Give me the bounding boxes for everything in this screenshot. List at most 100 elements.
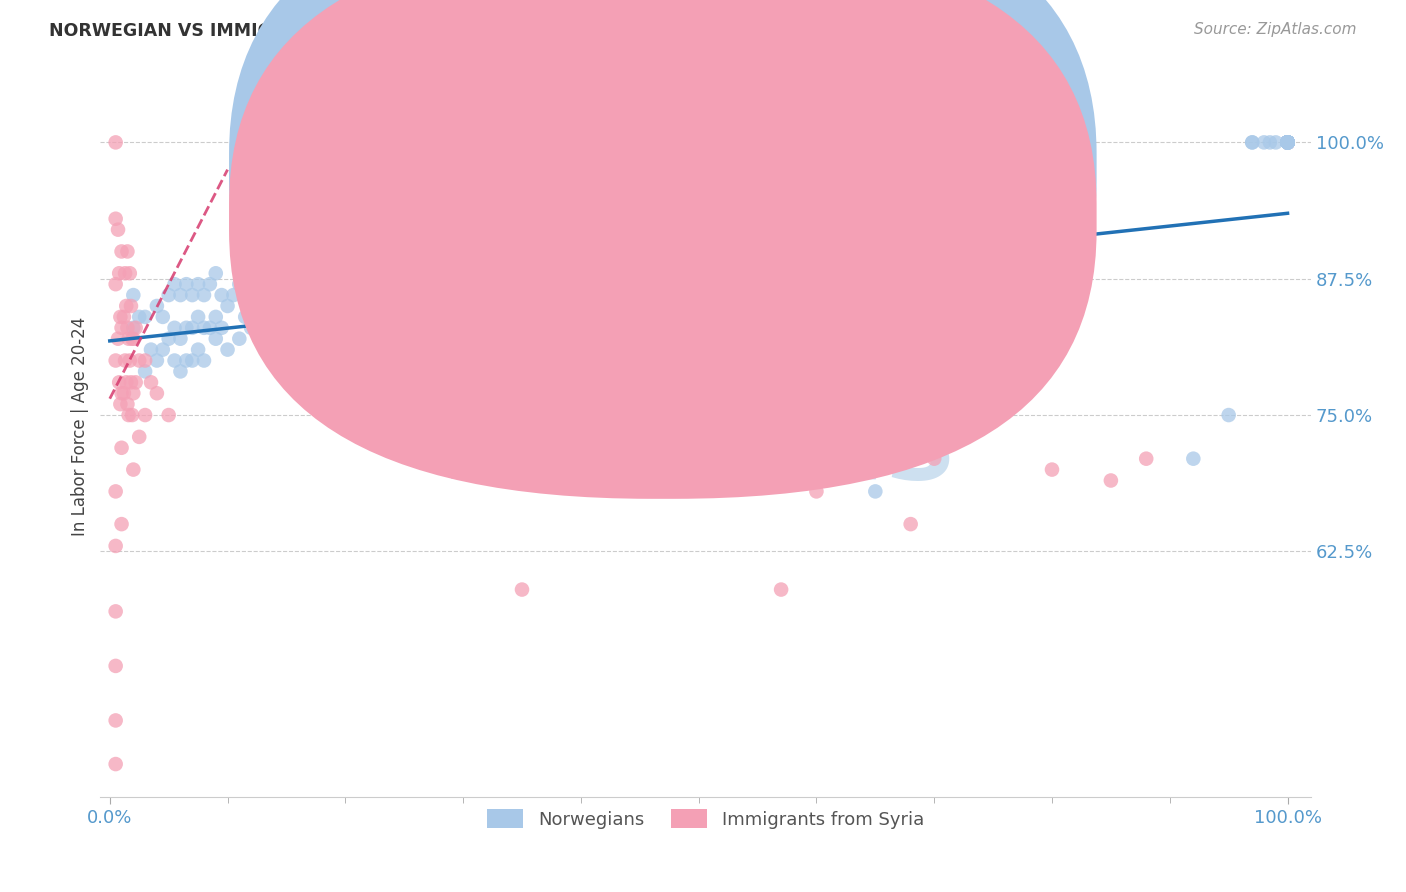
Point xyxy=(110,517,132,532)
Point xyxy=(429,353,451,368)
Point xyxy=(107,332,129,346)
Point xyxy=(534,310,557,324)
Point xyxy=(240,266,263,280)
Point xyxy=(770,582,793,597)
Point xyxy=(381,310,404,324)
Point xyxy=(1277,136,1299,150)
Point xyxy=(1277,136,1299,150)
Point xyxy=(1241,136,1264,150)
Point xyxy=(1277,136,1299,150)
Point xyxy=(1264,136,1286,150)
Point xyxy=(114,353,136,368)
Y-axis label: In Labor Force | Age 20-24: In Labor Force | Age 20-24 xyxy=(72,317,89,535)
Text: NORWEGIAN VS IMMIGRANTS FROM SYRIA IN LABOR FORCE | AGE 20-24 CORRELATION CHART: NORWEGIAN VS IMMIGRANTS FROM SYRIA IN LA… xyxy=(49,22,972,40)
Point xyxy=(1277,136,1299,150)
Point xyxy=(1277,136,1299,150)
Point xyxy=(1241,136,1264,150)
Point xyxy=(146,353,169,368)
Point xyxy=(104,484,127,499)
Point xyxy=(104,136,127,150)
Point xyxy=(1277,136,1299,150)
Point xyxy=(110,320,132,334)
Point xyxy=(370,277,392,292)
Point xyxy=(1277,136,1299,150)
Point xyxy=(298,277,321,292)
Point xyxy=(1277,136,1299,150)
Point xyxy=(546,353,568,368)
Point xyxy=(121,408,143,422)
Point xyxy=(157,332,180,346)
Point xyxy=(1277,136,1299,150)
Point xyxy=(652,364,675,378)
Point xyxy=(108,266,131,280)
Point xyxy=(1277,136,1299,150)
Point xyxy=(118,266,141,280)
Point xyxy=(146,299,169,313)
Point xyxy=(176,353,198,368)
Point xyxy=(108,376,131,390)
Point xyxy=(120,299,142,313)
Point xyxy=(240,320,263,334)
Point xyxy=(181,320,204,334)
Point xyxy=(198,320,221,334)
Point xyxy=(1182,451,1205,466)
Point xyxy=(1277,136,1299,150)
Point xyxy=(187,277,209,292)
Point xyxy=(1277,136,1299,150)
Point xyxy=(117,332,139,346)
Point xyxy=(1277,136,1299,150)
Point xyxy=(770,376,793,390)
Point xyxy=(128,430,150,444)
Point xyxy=(118,353,141,368)
Point xyxy=(605,288,627,302)
Point xyxy=(392,222,415,236)
Point xyxy=(806,484,828,499)
Point xyxy=(688,364,710,378)
Text: R = 0.279   N = 129: R = 0.279 N = 129 xyxy=(679,158,879,176)
Point xyxy=(1277,136,1299,150)
Point xyxy=(104,353,127,368)
Point xyxy=(110,310,132,324)
Point xyxy=(1277,136,1299,150)
Text: ZIPatlas: ZIPatlas xyxy=(454,395,957,501)
Point xyxy=(152,343,174,357)
Point xyxy=(110,397,132,411)
Point xyxy=(217,343,239,357)
Point xyxy=(198,277,221,292)
Point xyxy=(107,222,129,236)
Point xyxy=(510,582,533,597)
Point xyxy=(152,310,174,324)
Legend: Norwegians, Immigrants from Syria: Norwegians, Immigrants from Syria xyxy=(481,802,931,836)
Point xyxy=(104,714,127,728)
Point xyxy=(1277,136,1299,150)
Point xyxy=(104,277,127,292)
Point xyxy=(1277,136,1299,150)
Point xyxy=(747,332,769,346)
Point xyxy=(104,659,127,673)
Point xyxy=(122,462,145,476)
Point xyxy=(115,299,138,313)
Point xyxy=(1277,136,1299,150)
Point xyxy=(122,320,145,334)
Point xyxy=(311,255,333,269)
Point xyxy=(146,386,169,401)
Point xyxy=(193,320,215,334)
Point xyxy=(1277,136,1299,150)
Point xyxy=(488,332,510,346)
Point xyxy=(276,244,298,259)
Point xyxy=(134,364,156,378)
Point xyxy=(1277,136,1299,150)
Point xyxy=(120,376,142,390)
Point xyxy=(176,320,198,334)
Point xyxy=(204,310,226,324)
Point xyxy=(114,266,136,280)
Point xyxy=(163,353,186,368)
Point xyxy=(1099,474,1122,488)
Point xyxy=(1277,136,1299,150)
Point xyxy=(711,353,734,368)
Point xyxy=(1277,136,1299,150)
Point xyxy=(122,386,145,401)
Point xyxy=(276,310,298,324)
Point xyxy=(187,310,209,324)
Point xyxy=(252,320,274,334)
